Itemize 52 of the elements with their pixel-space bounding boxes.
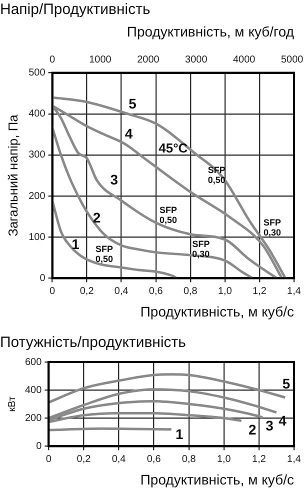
series-label: 5 <box>128 95 137 112</box>
y-tick-label: 400 <box>24 384 42 396</box>
series-label: 1 <box>175 426 184 442</box>
y-axis-title: кВт <box>6 396 18 412</box>
x-tick-label: 0,2 <box>80 286 94 297</box>
x-tick-label: 0 <box>50 286 56 297</box>
x-tick-label: 0,4 <box>114 286 129 297</box>
annotation: SFP 0,30 <box>192 238 210 259</box>
x2-tick-label: 1000 <box>89 54 112 66</box>
y-tick-label: 200 <box>28 190 46 202</box>
y-tick-label: 0 <box>40 272 46 284</box>
x-tick-label: 1,4 <box>287 286 302 297</box>
x-tick-label: 0,2 <box>76 454 92 465</box>
annotation: SFP 0,30 <box>263 217 282 238</box>
x-tick-label: 1,4 <box>287 454 302 465</box>
series-label: 5 <box>282 375 290 392</box>
annotation: 45°C <box>158 140 188 156</box>
x-tick-label: 1,2 <box>252 286 267 297</box>
series-label: 3 <box>266 417 274 434</box>
x2-tick-label: 3000 <box>185 54 208 66</box>
series-label: 2 <box>248 422 257 438</box>
series-label: 1 <box>72 236 80 252</box>
x-tick-label: 0,8 <box>183 286 198 297</box>
x-tick-label: 1,2 <box>252 454 266 465</box>
y-tick-label: 100 <box>28 232 46 243</box>
series-label: 2 <box>92 210 101 226</box>
x-tick-label: 0,4 <box>112 454 126 465</box>
y-tick-label: 200 <box>24 412 42 424</box>
y-axis-title: Загальний напір, Па <box>5 114 20 236</box>
x-axis-title: Продуктивність, м куб/с <box>140 303 294 320</box>
x2-tick-label: 5000 <box>280 54 304 66</box>
x-tick-label: 1,0 <box>218 286 232 297</box>
x-tick-label: 0,8 <box>182 454 196 465</box>
x2-axis-title: Продуктивність, м куб/год <box>126 23 294 40</box>
y-tick-label: 600 <box>24 356 42 368</box>
x2-tick-label: 4000 <box>232 54 256 66</box>
y-tick-label: 500 <box>28 68 46 79</box>
annotation: SFP 0,50 <box>160 205 178 226</box>
chart-title: Напір/Продуктивність <box>0 0 152 20</box>
chart-title: Потужність/продуктивність <box>0 333 187 353</box>
y-tick-label: 300 <box>28 150 46 161</box>
x2-tick-label: 0 <box>50 54 56 66</box>
x2-tick-label: 2000 <box>137 54 160 66</box>
annotation: SFP 0,50 <box>95 244 114 264</box>
series-label: 3 <box>110 172 118 188</box>
series-label: 4 <box>124 126 133 142</box>
x-tick-label: 1,0 <box>216 454 232 465</box>
y-tick-label: 400 <box>28 108 46 120</box>
x-axis-title: Продуктивність, м куб/с <box>140 471 294 488</box>
x-tick-label: 0,6 <box>146 454 162 465</box>
y-tick-label: 0 <box>36 440 42 452</box>
x-tick-label: 0,6 <box>148 286 164 297</box>
